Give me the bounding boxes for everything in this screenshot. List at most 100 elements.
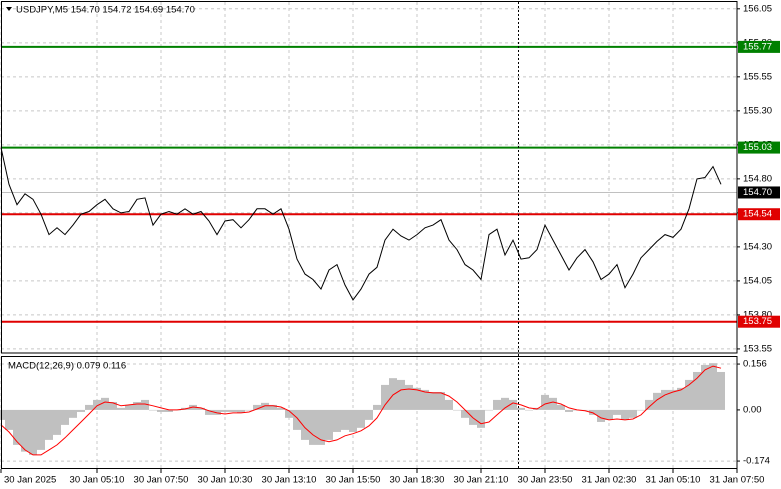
macd-bar [485, 409, 493, 411]
macd-bar [109, 401, 117, 410]
price-panel-frame [1, 1, 738, 354]
macd-bar [645, 399, 653, 410]
macd-bar [613, 409, 621, 415]
macd-bar [709, 363, 717, 410]
macd-bar [501, 397, 509, 410]
macd-bar [237, 409, 245, 413]
macd-bar [21, 409, 29, 452]
macd-bar [0, 409, 5, 420]
y-tick-label: 155.30 [743, 105, 772, 116]
macd-bar [45, 409, 53, 440]
macd-bar [309, 409, 317, 445]
macd-bar [421, 389, 429, 410]
y-tick-label: 0.00 [743, 404, 762, 415]
macd-bar [397, 379, 405, 410]
macd-bar [541, 394, 549, 410]
y-tick-label: 154.80 [743, 173, 772, 184]
y-tick-label: -0.174 [743, 456, 770, 467]
macd-bar [333, 409, 341, 432]
macd-bar [37, 409, 45, 450]
level-tag [738, 40, 780, 53]
y-tick-label: 153.80 [743, 309, 772, 320]
macd-bar [29, 409, 37, 455]
macd-bar [5, 409, 13, 430]
macd-bar [653, 392, 661, 410]
macd-bar [381, 384, 389, 410]
level-label: 154.54 [743, 209, 772, 220]
macd-bar [565, 409, 573, 412]
price-title: USDJPY,M5 154.70 154.72 154.69 154.70 [16, 5, 195, 16]
macd-bar [581, 409, 589, 411]
level-label: 155.03 [743, 142, 772, 153]
macd-bar [77, 409, 85, 412]
overlay: 155.77 155.03 154.54 153.75 154.70 [738, 40, 780, 328]
macd-bar [85, 404, 93, 410]
macd-bar [413, 387, 421, 410]
macd-bar [477, 409, 485, 428]
macd-bar [557, 404, 565, 410]
x-tick-label: 30 Jan 2025 [4, 475, 56, 486]
macd-bar [685, 379, 693, 410]
level-tag [738, 208, 780, 221]
y-tick-label: 155.55 [743, 71, 772, 82]
macd-bar [693, 371, 701, 410]
level-label: 153.75 [743, 316, 772, 327]
macd-bar [669, 389, 677, 410]
y-tick-label: 154.30 [743, 241, 772, 252]
macd-bar [245, 409, 253, 411]
macd-bar [13, 409, 21, 445]
macd-bar [525, 409, 533, 411]
macd-bar [285, 409, 293, 418]
x-tick-label: 31 Jan 05:10 [646, 475, 701, 486]
macd-bar [69, 409, 77, 418]
macd-bar [437, 391, 445, 410]
macd-bar [661, 389, 669, 410]
macd-bar [117, 407, 125, 410]
macd-bar [637, 409, 645, 411]
macd-bar [261, 402, 269, 410]
macd-bar [597, 409, 605, 422]
macd-bar [253, 404, 261, 410]
macd-bar [461, 409, 469, 418]
macd-bar [149, 409, 157, 411]
x-tick-label: 31 Jan 02:30 [582, 475, 637, 486]
y-tick-label: 156.05 [743, 3, 772, 14]
macd-bar [365, 409, 373, 420]
x-tick-label: 30 Jan 21:10 [454, 475, 509, 486]
last-price-tag [738, 186, 780, 199]
collapse-icon [6, 7, 12, 11]
x-tick-label: 30 Jan 07:50 [134, 475, 189, 486]
level-tag [738, 315, 780, 328]
macd-bar [325, 409, 333, 440]
macd-bar [205, 409, 213, 415]
macd-bar [317, 409, 325, 445]
y-tick-label: 0.156 [743, 359, 767, 370]
level-tag [738, 141, 780, 154]
macd-bar [53, 409, 61, 435]
macd-bar [197, 407, 205, 410]
macd-bar [341, 409, 349, 430]
x-tick-label: 30 Jan 23:50 [518, 475, 573, 486]
signal-line [0, 365, 722, 456]
macd-bar [629, 409, 637, 418]
macd-title: MACD(12,26,9) 0.079 0.116 [8, 361, 126, 372]
x-tick-label: 30 Jan 10:30 [198, 475, 253, 486]
macd-bar [389, 378, 397, 410]
macd-bar [517, 407, 525, 410]
macd-bar [165, 409, 173, 412]
macd-bar [141, 399, 149, 410]
macd-bar [133, 401, 141, 410]
x-tick-label: 31 Jan 07:50 [710, 475, 765, 486]
x-tick-label: 30 Jan 15:50 [326, 475, 381, 486]
macd-bar [701, 364, 709, 410]
macd-bar [229, 409, 237, 412]
macd-bar [125, 404, 133, 410]
macd-bar [277, 407, 285, 410]
macd-bar [509, 399, 517, 410]
macd-bar [373, 404, 381, 410]
macd-bar [61, 409, 69, 425]
macd-bar [357, 409, 365, 428]
macd-bar [445, 399, 453, 410]
